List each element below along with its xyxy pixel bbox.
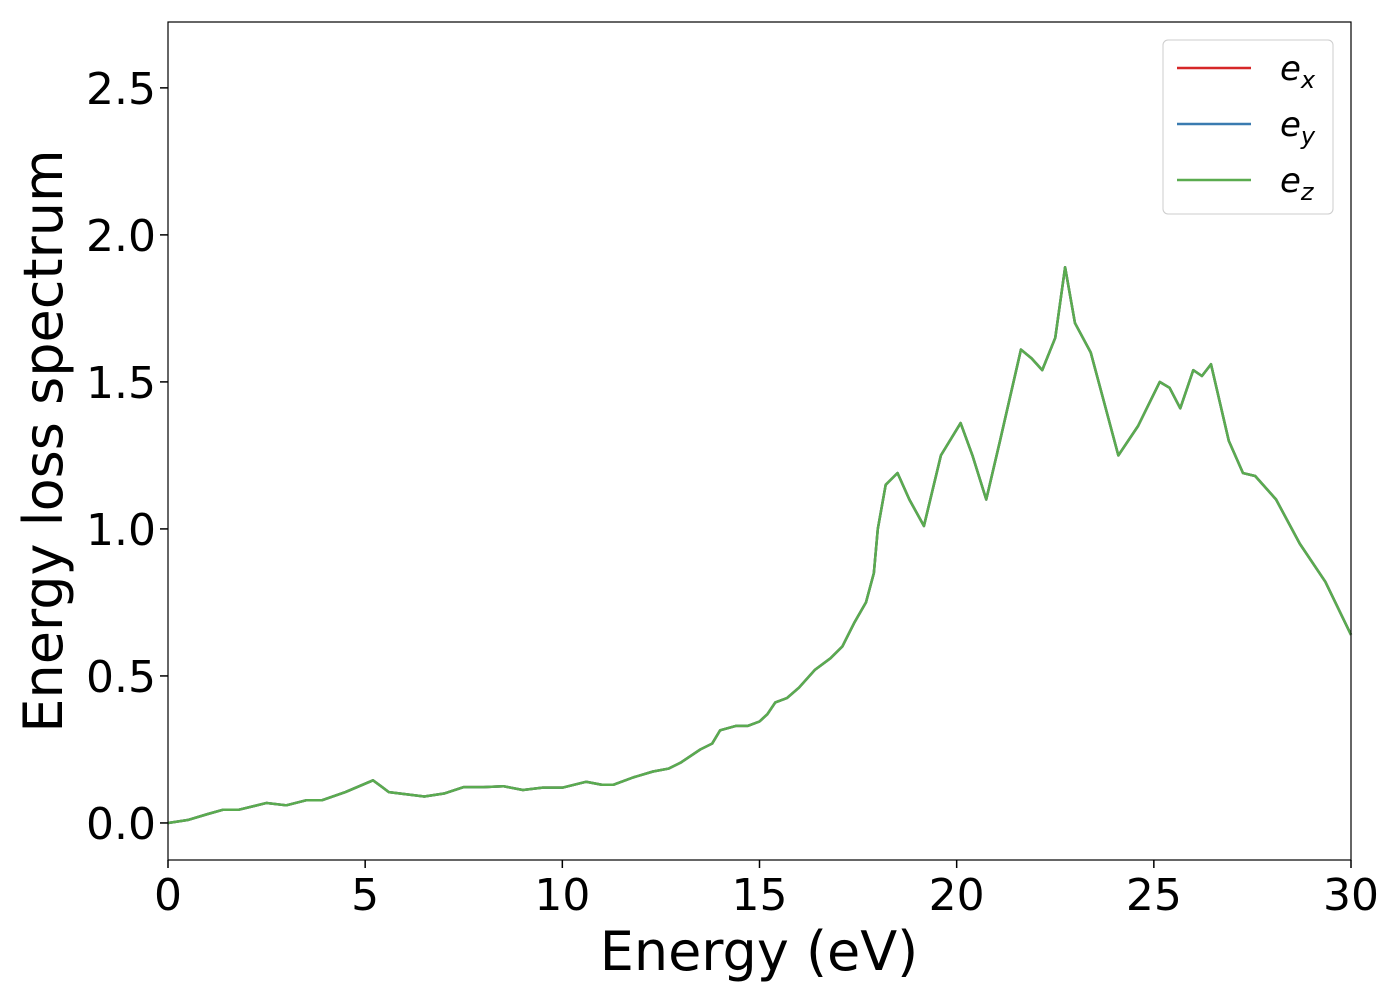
y-tick-label: 0.5 <box>86 652 156 703</box>
x-tick-label: 20 <box>929 870 985 921</box>
y-tick-label: 1.0 <box>86 505 156 556</box>
x-tick-label: 5 <box>351 870 379 921</box>
plot-frame <box>167 21 1352 861</box>
y-tick-label: 0.0 <box>86 799 156 850</box>
y-axis-label: Energy loss spectrum <box>12 149 75 732</box>
y-tick-label: 1.5 <box>86 358 156 409</box>
x-tick-label: 15 <box>732 870 788 921</box>
legend: ex ey ez <box>1162 39 1334 215</box>
legend-label: ez <box>1280 161 1315 206</box>
legend-label: ex <box>1280 49 1316 94</box>
y-tick-label: 2.0 <box>86 211 156 262</box>
series-line <box>167 265 1353 825</box>
x-axis-label: Energy (eV) <box>600 920 919 983</box>
x-tick-label: 0 <box>154 870 182 921</box>
x-tick-label: 10 <box>534 870 590 921</box>
legend-box <box>1162 39 1334 215</box>
y-tick-label: 2.5 <box>86 64 156 115</box>
x-tick-label: 25 <box>1126 870 1182 921</box>
x-tick-label: 30 <box>1323 870 1379 921</box>
legend-label: ey <box>1280 105 1316 150</box>
